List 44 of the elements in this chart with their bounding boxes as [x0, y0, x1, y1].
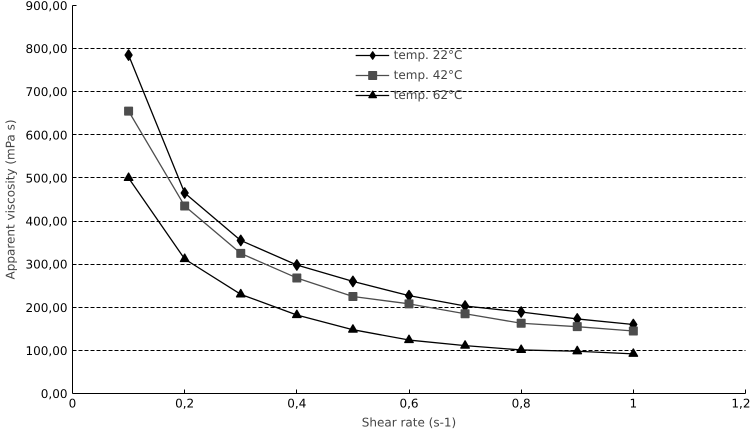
y-tick-label: 300,00: [26, 258, 68, 272]
x-tick-label: 0,4: [287, 396, 306, 410]
point: [292, 273, 302, 282]
x-tick-label: 1,2: [731, 396, 751, 410]
y-tick-label: 700,00: [26, 85, 68, 100]
point: [348, 275, 358, 288]
y-tick-label: 200,00: [26, 300, 68, 315]
point: [348, 324, 358, 333]
legend-label: temp. 22°C: [394, 48, 462, 62]
point: [516, 344, 526, 354]
y-tick-label: 400,00: [26, 214, 68, 229]
y-tick-label: 800,00: [26, 42, 68, 56]
point: [572, 346, 582, 354]
point: [628, 348, 638, 357]
y-tick-label: 900,00: [26, 0, 68, 13]
point: [124, 172, 134, 182]
point: [236, 288, 246, 298]
x-tick-label: 0: [68, 396, 76, 410]
x-tick-label: 0,2: [175, 396, 194, 410]
point: [180, 253, 190, 262]
point: [124, 49, 133, 62]
x-tick-label: 0,6: [399, 396, 419, 410]
point: [292, 309, 302, 318]
point: [404, 334, 414, 344]
x-axis-title: Shear rate (s-1): [362, 416, 456, 430]
y-axis-title: Apparent viscosity (mPa s): [4, 120, 18, 280]
point: [124, 106, 134, 116]
point: [516, 318, 526, 328]
point: [180, 201, 190, 210]
legend-label: temp. 42°C: [394, 68, 462, 82]
point: [460, 340, 470, 349]
x-tick-label: 0,8: [512, 396, 531, 410]
point: [572, 322, 582, 332]
point: [460, 309, 470, 318]
x-tick-label: 1: [630, 396, 638, 410]
y-tick-label: 100,00: [26, 344, 68, 358]
legend-label: temp. 62°C: [394, 88, 462, 102]
point: [348, 292, 358, 301]
y-tick-label: 600,00: [26, 128, 68, 142]
y-tick-label: 500,00: [26, 171, 68, 186]
point: [628, 326, 638, 336]
point: [404, 299, 414, 308]
point: [236, 248, 246, 258]
y-tick-label: 0,00: [40, 387, 68, 401]
